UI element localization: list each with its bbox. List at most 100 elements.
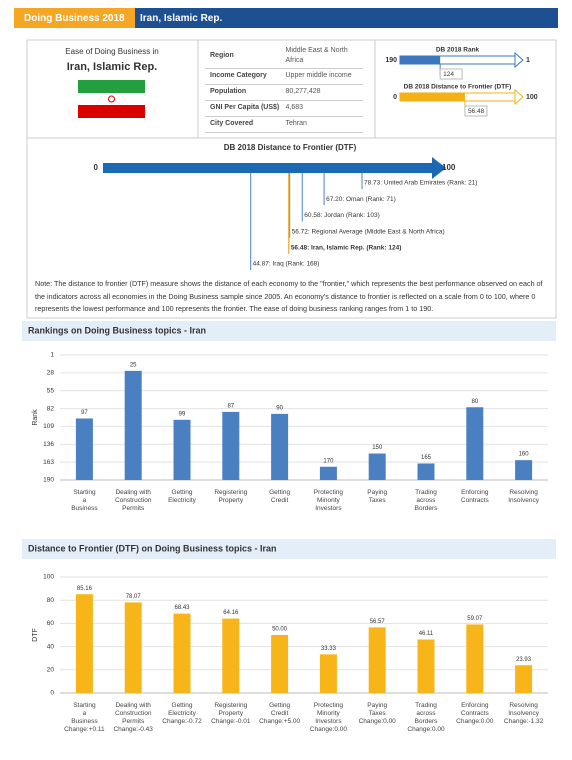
category-name: Dealing with Construction Permits	[114, 702, 152, 725]
value-label: 80	[471, 399, 478, 405]
value-label: 87	[227, 403, 234, 409]
category-label: Getting Electricity Change:-0.72	[162, 702, 221, 726]
note: Note: The distance to frontier (DTF) mea…	[35, 279, 543, 313]
category-label: Dealing with Construction Permits Change:…	[113, 702, 172, 734]
bar	[368, 627, 386, 693]
gauge-label: 124	[443, 71, 454, 78]
change-label: Change:-0.01	[211, 718, 251, 725]
flag-emblem	[108, 95, 115, 103]
compare-title: DB 2018 Distance to Frontier (DTF)	[224, 143, 357, 152]
value-label: 23.93	[516, 657, 532, 663]
compare-label: 56.48: Iran, Islamic Rep. (Rank: 124)	[291, 245, 402, 252]
row-label: City Covered	[210, 120, 254, 127]
value-label: 85.16	[77, 586, 93, 592]
section-title: Rankings on Doing Business topics - Iran	[28, 325, 206, 335]
change-label: Change:0.00	[407, 726, 445, 733]
flag-stripe	[78, 80, 145, 93]
category-name: Paying Taxes	[367, 489, 388, 504]
bar	[271, 635, 289, 693]
category-label: Dealing with Construction Permits	[115, 489, 169, 513]
category-label: Getting Credit Change:+5.00	[259, 702, 321, 726]
category-label: Paying Taxes Change:0.00	[359, 702, 414, 726]
section-bar	[22, 321, 556, 341]
row-label: Region	[210, 52, 234, 59]
category-name: Trading across Borders	[414, 489, 438, 512]
y-tick-label: 28	[47, 370, 55, 377]
category-name: Protecting Minority Investors	[313, 702, 344, 725]
category-name: Enforcing Contracts	[460, 702, 489, 717]
compare-label: 78.73: United Arab Emirates (Rank: 21)	[364, 180, 477, 187]
gauge-label-box	[464, 105, 488, 117]
category-label: Enforcing Contracts	[461, 489, 503, 505]
gauge-start: 190	[385, 57, 397, 64]
change-label: Change:0.00	[309, 726, 348, 733]
category-name: Getting Electricity	[168, 702, 196, 717]
bar	[222, 618, 240, 693]
bar	[417, 463, 435, 480]
y-tick-label: 20	[47, 667, 55, 674]
y-tick-label: 100	[43, 574, 54, 581]
change-label: Change:0.00	[358, 718, 396, 725]
category-label: Resolving Insolvency Change:-1.32	[504, 702, 563, 726]
value-label: 90	[276, 405, 283, 411]
bar	[75, 594, 93, 693]
row-label: GNI Per Capita (US$)	[210, 104, 280, 111]
y-tick-label: 82	[47, 405, 55, 412]
gauge-fill	[400, 56, 441, 64]
compare-label: 56.72: Regional Average (Middle East & N…	[292, 228, 445, 235]
y-tick-label: 136	[43, 441, 54, 448]
y-tick-label: 40	[47, 643, 55, 650]
value-label: 97	[81, 410, 88, 416]
profile-intro: Ease of Doing Business in	[65, 47, 158, 56]
bar	[319, 654, 337, 693]
header-badge-bg	[14, 8, 135, 28]
y-tick-label: 0	[50, 690, 54, 697]
category-name: Getting Electricity	[168, 489, 196, 504]
profile-row: GNI Per Capita (US$) 4,683	[205, 100, 363, 117]
category-label: Protecting Minority Investors Change:0.00	[310, 702, 365, 734]
gauge-title: DB 2018 Rank	[436, 47, 480, 54]
profile-row: Income Category Upper middle income	[205, 68, 363, 85]
compare-start: 0	[94, 163, 99, 172]
category-name: Starting a Business	[71, 702, 98, 725]
value-label: 59.07	[467, 616, 483, 622]
value-label: 33.33	[321, 646, 337, 652]
gauge-title: DB 2018 Distance to Frontier (DTF)	[404, 84, 512, 91]
value-label: 50.00	[272, 627, 288, 633]
category-label: Getting Credit	[269, 489, 301, 505]
category-label: Starting a Business Change:+0.11	[64, 702, 125, 734]
section-bar	[22, 539, 556, 559]
category-name: Starting a Business	[71, 489, 98, 512]
change-label: Change:0.00	[456, 718, 494, 725]
category-label: Resolving Insolvency	[508, 489, 555, 505]
section-title: Distance to Frontier (DTF) on Doing Busi…	[28, 543, 277, 553]
category-label: Trading across Borders Change:0.00	[407, 702, 463, 734]
bar	[75, 418, 93, 480]
category-label: Registering Property Change:-0.01	[211, 702, 270, 726]
compare-label: 44.87: Iraq (Rank: 168)	[253, 261, 320, 268]
category-label: Trading across Borders	[415, 489, 449, 513]
category-label: Protecting Minority Investors	[314, 489, 357, 513]
bar	[466, 624, 484, 693]
category-name: Trading across Borders	[414, 702, 438, 725]
y-tick-label: 80	[47, 597, 55, 604]
y-tick-label: 109	[43, 423, 54, 430]
change-label: Change:-1.32	[503, 718, 544, 725]
flag-stripe	[78, 93, 145, 105]
flag-stripe	[78, 105, 145, 118]
gauge-end: 1	[526, 57, 530, 64]
compare-arrow	[103, 163, 432, 173]
gauge-head	[514, 51, 524, 69]
value-label: 46.11	[419, 631, 434, 637]
bar	[417, 639, 435, 693]
category-name: Enforcing Contracts	[460, 489, 489, 504]
gauge-fill	[400, 93, 465, 101]
header-badge: Doing Business 2018	[24, 13, 125, 24]
bar	[173, 613, 191, 693]
row-value: Middle East & North Africa	[285, 47, 348, 64]
category-name: Paying Taxes	[367, 702, 388, 717]
y-tick-label: 55	[47, 387, 55, 394]
category-name: Dealing with Construction Permits	[114, 489, 152, 512]
compare-head	[432, 157, 446, 179]
